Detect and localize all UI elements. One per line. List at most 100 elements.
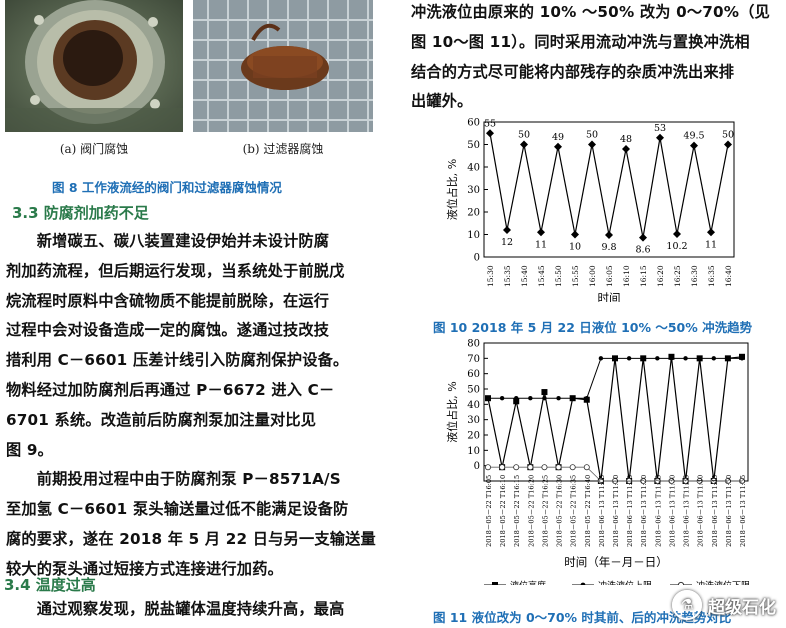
- x-tick-label: 15:35: [503, 265, 512, 287]
- text-line: 出罐外。: [411, 92, 473, 111]
- data-point: [639, 233, 647, 242]
- x-axis-label: 时间: [598, 291, 621, 302]
- data-point-lower: [597, 477, 604, 484]
- data-point: [673, 230, 681, 239]
- data-point-lower: [569, 464, 576, 471]
- data-label: 9.8: [601, 242, 616, 253]
- x-axis-label: 时间（年－月－日）: [564, 555, 668, 569]
- x-tick-label: 16:40: [724, 265, 733, 287]
- x-tick-label: 15:30: [486, 265, 495, 287]
- x-tick-label: 2018－06－13 T11:20: [640, 475, 648, 547]
- data-point: [588, 140, 596, 149]
- data-point-lower: [724, 477, 731, 484]
- data-point: [622, 145, 630, 153]
- series-line: [489, 133, 729, 238]
- text-line: 较大的泵头通过短接方式连接进行加药。: [6, 559, 283, 578]
- y-tick-label: 60: [467, 369, 480, 380]
- data-point-upper: [514, 396, 519, 401]
- text-line: 结合的方式尽可能将内部残存的杂质冲洗出来排: [411, 62, 735, 81]
- data-point-lower: [626, 477, 633, 484]
- text-line: 通过观察发现，脱盐罐体温度持续升高，最高: [6, 600, 345, 618]
- x-tick-label: 2018－06－13 T11:10: [612, 475, 620, 547]
- data-label: 49.5: [683, 131, 704, 142]
- data-point-upper: [669, 356, 674, 361]
- x-tick-label: 16:10: [622, 265, 631, 287]
- section-3-3-heading: 3.3 防腐剂加药不足: [12, 204, 149, 222]
- fig8-sub-b: (b) 过滤器腐蚀: [242, 142, 324, 156]
- text-line: 图 9。: [6, 440, 54, 459]
- watermark-text: 超级石化: [708, 597, 776, 618]
- data-point-upper: [556, 396, 561, 401]
- data-point: [554, 142, 562, 151]
- x-tick-label: 2018－05－22 T16:35: [570, 475, 578, 547]
- data-point-upper: [570, 396, 575, 401]
- data-label: 53: [654, 123, 666, 134]
- y-tick-label: 20: [467, 208, 480, 219]
- data-point: [486, 129, 494, 138]
- data-point: [656, 133, 664, 142]
- x-tick-label: 2018－05－22 T16:25: [541, 475, 549, 547]
- y-tick-label: 50: [467, 385, 480, 396]
- data-label: 12: [501, 237, 513, 248]
- x-tick-label: 16:00: [588, 265, 597, 287]
- data-point-lower: [696, 477, 703, 484]
- data-label: 49: [552, 132, 564, 143]
- data-label: 48: [620, 134, 632, 145]
- y-tick-label: 10: [467, 230, 480, 241]
- x-tick-label: 15:55: [571, 265, 580, 287]
- x-tick-label: 2018－06－13 T11:55: [739, 475, 747, 547]
- data-point: [605, 230, 613, 239]
- data-point-lower: [527, 464, 534, 471]
- text-line: 腐的要求，遂在 2018 年 5 月 22 日与另一支输送量: [6, 529, 376, 548]
- data-point: [724, 140, 732, 149]
- y-tick-label: 70: [467, 354, 480, 365]
- y-axis-label: 液位占比, %: [445, 381, 459, 442]
- data-point: [690, 141, 698, 150]
- x-tick-label: 16:15: [639, 265, 648, 287]
- legend-marker: [677, 581, 685, 585]
- data-point-upper: [584, 396, 589, 401]
- text-line: 6701 系统。改造前后防腐剂泵加注量对比见: [6, 410, 317, 429]
- x-tick-label: 15:50: [554, 265, 563, 287]
- data-point-lower: [640, 477, 647, 484]
- data-point-upper: [697, 356, 702, 361]
- y-tick-label: 30: [467, 415, 480, 426]
- x-tick-label: 15:40: [520, 265, 529, 287]
- text-line: 图 10～图 11）。同时采用流动冲洗与置换冲洗相: [411, 32, 750, 51]
- data-point-upper: [598, 356, 604, 361]
- x-tick-label: 2018－05－22 T16:05: [485, 475, 493, 547]
- x-tick-label: 16:20: [656, 265, 665, 287]
- data-point-lower: [513, 464, 520, 471]
- data-point-upper: [626, 356, 632, 361]
- data-point-upper: [499, 396, 505, 401]
- data-point-upper: [683, 356, 688, 361]
- text-line: 过程中会对设备造成一定的腐蚀。遂通过技改技: [6, 321, 330, 340]
- x-tick-label: 2018－06－13 T11:40: [697, 475, 705, 547]
- x-tick-label: 2018－06－13 T11:05: [598, 475, 606, 547]
- fig10-caption: 图 10 2018 年 5 月 22 日液位 10% ～50% 冲洗趋势: [433, 320, 753, 335]
- data-point-level: [513, 398, 520, 405]
- data-point-lower: [611, 477, 618, 484]
- valve-corrosion-photo: [5, 0, 183, 132]
- legend-marker: [580, 582, 586, 585]
- data-point-lower: [499, 464, 506, 471]
- data-label: 50: [586, 130, 598, 141]
- x-tick-label: 16:05: [605, 265, 614, 287]
- x-tick-label: 15:45: [537, 265, 546, 287]
- x-tick-label: 16:35: [707, 265, 716, 287]
- x-tick-label: 2018－06－13 T11:35: [683, 475, 691, 547]
- y-tick-label: 40: [467, 163, 480, 174]
- legend-label: 冲洗液位下限: [696, 580, 750, 586]
- filter-corrosion-photo: [193, 0, 373, 132]
- data-point: [707, 228, 715, 237]
- data-point-upper: [485, 396, 491, 401]
- y-tick-label: 60: [467, 118, 480, 129]
- fig10-line-chart: 0 10 20 30 40 50 60 55 15:30 12 15:35 50 15:40 11 15:4…: [445, 118, 735, 302]
- x-tick-label: 2018－05－22 T16:10: [499, 475, 507, 547]
- data-point-lower: [710, 477, 717, 484]
- text-line: 前期投用过程中由于防腐剂泵 P－8571A/S: [6, 470, 341, 489]
- data-point-upper: [612, 356, 618, 361]
- x-tick-label: 2018－06－13 T11:45: [711, 475, 719, 547]
- text-line: 冲洗液位由原来的 10% ～50% 改为 0～70%（见: [411, 3, 770, 21]
- data-point-lower: [555, 464, 562, 471]
